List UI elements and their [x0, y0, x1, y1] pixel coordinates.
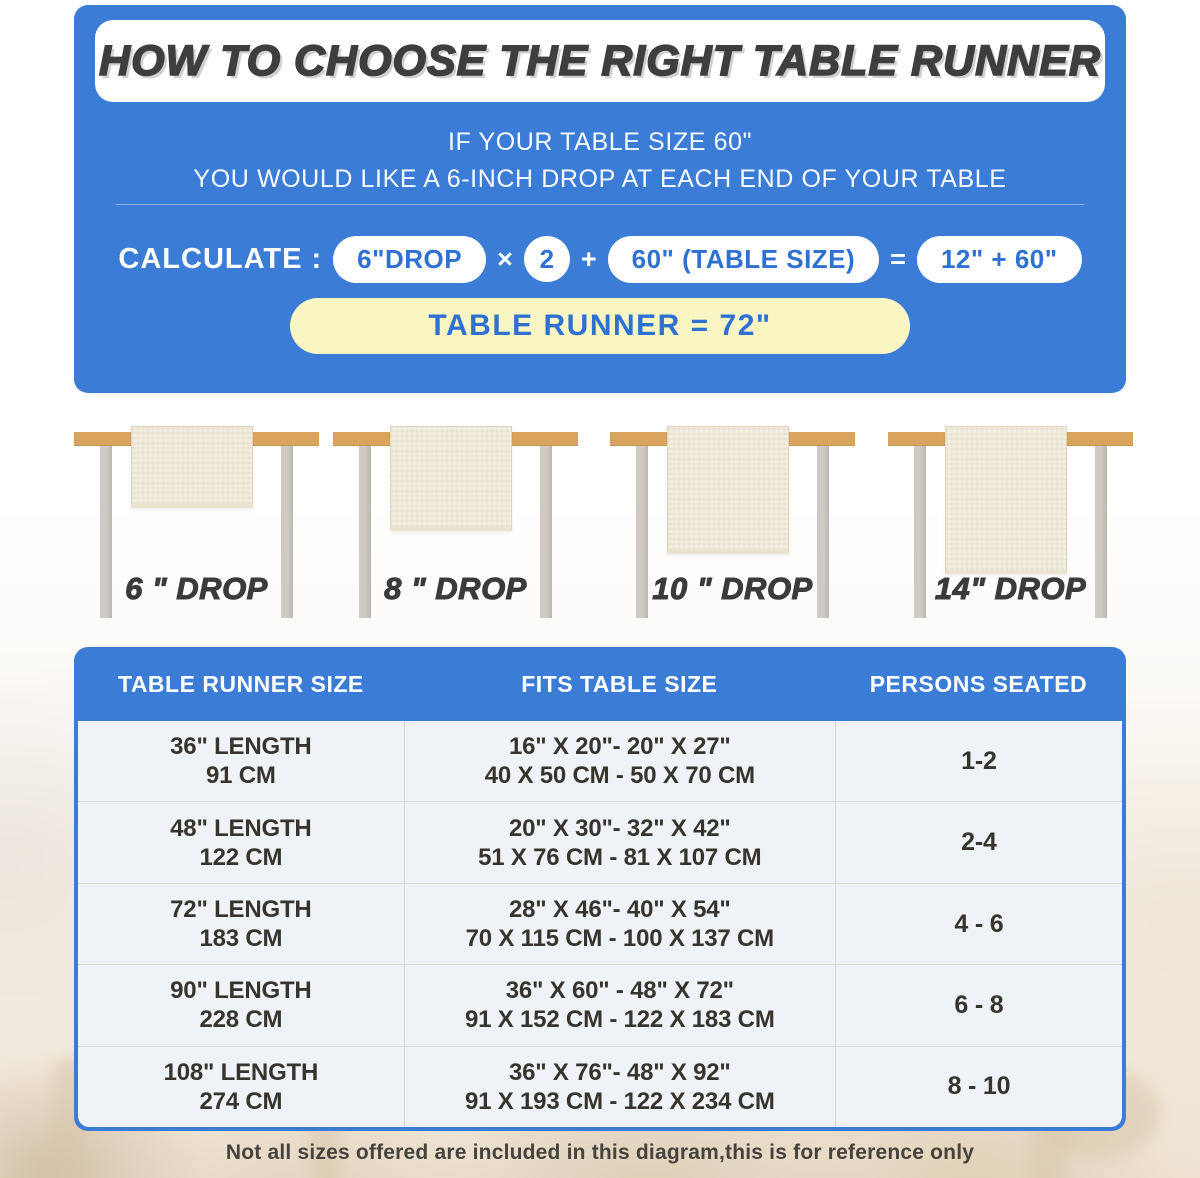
runner-length-cm: 228 CM	[199, 1006, 283, 1034]
multiply-sign: ×	[497, 243, 513, 274]
drop-diagrams: 6 " DROP 8 " DROP 10 " DROP 14" DROP	[0, 393, 1200, 647]
table-diagram-6-inch: 6 " DROP	[74, 393, 319, 647]
fits-table-size-cell: 16" X 20"- 20" X 27" 40 X 50 CM - 50 X 7…	[403, 721, 835, 802]
fits-size-cm: 70 X 115 CM - 100 X 137 CM	[465, 925, 775, 953]
persons-count: 6 - 8	[954, 990, 1004, 1019]
fits-table-size-cell: 36" X 60" - 48" X 72" 91 X 152 CM - 122 …	[403, 965, 835, 1046]
table-leg	[359, 446, 371, 618]
persons-count: 2-4	[961, 828, 997, 857]
equals-sign: =	[890, 243, 906, 274]
table-diagram-14-inch: 14" DROP	[888, 393, 1133, 647]
runner-length-cm: 274 CM	[199, 1087, 283, 1115]
column-header-runner-size: TABLE RUNNER SIZE	[117, 670, 364, 697]
persons-seated-cell: 1-2	[834, 721, 1122, 802]
sum-pill: 12" + 60"	[916, 235, 1082, 283]
header-divider	[116, 204, 1084, 205]
table-leg	[914, 446, 926, 618]
runner-length-inches: 72" LENGTH	[170, 896, 312, 924]
runner-size-cell: 36" LENGTH 91 CM	[78, 721, 404, 801]
runner-length-cm: 91 CM	[206, 762, 276, 790]
table-runner	[390, 426, 512, 531]
runner-size-cell: 108" LENGTH 274 CM	[78, 1047, 404, 1127]
table-runner	[667, 426, 789, 554]
table-diagram-10-inch: 10 " DROP	[610, 393, 855, 647]
fits-size-inches: 36" X 76"- 48" X 92"	[508, 1058, 731, 1086]
page-title: HOW TO CHOOSE THE RIGHT TABLE RUNNER	[98, 36, 1101, 86]
persons-seated-cell: 6 - 8	[834, 965, 1122, 1046]
table-size-pill: 60" (TABLE SIZE)	[607, 235, 880, 283]
fits-size-inches: 16" X 20"- 20" X 27"	[508, 733, 731, 761]
table-leg	[281, 446, 293, 618]
calculate-label: CALCULATE :	[118, 242, 323, 275]
column-header-fits-table-size: FITS TABLE SIZE	[521, 670, 718, 697]
drop-label: 10 " DROP	[652, 571, 813, 607]
runner-length-inches: 36" LENGTH	[170, 733, 312, 761]
table-row: 36" LENGTH 91 CM 16" X 20"- 20" X 27" 40…	[78, 721, 1122, 802]
fits-size-cm: 40 X 50 CM - 50 X 70 CM	[484, 762, 755, 790]
table-leg	[100, 446, 112, 618]
runner-length-cm: 122 CM	[199, 843, 283, 871]
size-chart-panel: TABLE RUNNER SIZE FITS TABLE SIZE PERSON…	[74, 647, 1126, 1131]
persons-count: 4 - 6	[954, 909, 1004, 938]
table-runner	[131, 426, 253, 508]
persons-count: 8 - 10	[947, 1072, 1011, 1101]
multiplier-badge: 2	[523, 236, 570, 282]
fits-table-size-cell: 36" X 76"- 48" X 92" 91 X 193 CM - 122 X…	[403, 1046, 835, 1127]
fits-size-cm: 51 X 76 CM - 81 X 107 CM	[478, 843, 762, 871]
drop-label: 14" DROP	[934, 571, 1087, 607]
runner-size-cell: 90" LENGTH 228 CM	[78, 965, 404, 1045]
drop-value-pill: 6"DROP	[333, 235, 487, 283]
result-banner: TABLE RUNNER = 72"	[290, 298, 910, 354]
persons-seated-cell: 2-4	[834, 802, 1122, 883]
runner-size-cell: 48" LENGTH 122 CM	[78, 802, 404, 882]
runner-length-inches: 108" LENGTH	[163, 1058, 319, 1086]
table-diagram-8-inch: 8 " DROP	[333, 393, 578, 647]
persons-count: 1-2	[961, 746, 997, 775]
column-header-persons-seated: PERSONS SEATED	[869, 670, 1088, 697]
fits-size-inches: 36" X 60" - 48" X 72"	[505, 977, 734, 1005]
persons-seated-cell: 4 - 6	[834, 883, 1122, 965]
fits-size-cm: 91 X 193 CM - 122 X 234 CM	[464, 1087, 775, 1115]
title-card: HOW TO CHOOSE THE RIGHT TABLE RUNNER	[95, 20, 1105, 102]
fits-table-size-cell: 28" X 46"- 40" X 54" 70 X 115 CM - 100 X…	[403, 883, 835, 965]
table-leg	[540, 446, 552, 618]
drop-label: 8 " DROP	[384, 571, 527, 607]
plus-sign: +	[580, 243, 597, 274]
subtitle-line-2: YOU WOULD LIKE A 6-INCH DROP AT EACH END…	[193, 165, 1007, 193]
runner-length-inches: 90" LENGTH	[170, 977, 312, 1005]
table-runner	[945, 426, 1067, 574]
fits-size-cm: 91 X 152 CM - 122 X 183 CM	[464, 1006, 775, 1034]
table-row: 48" LENGTH 122 CM 20" X 30"- 32" X 42" 5…	[78, 801, 1122, 883]
size-chart-body: 36" LENGTH 91 CM 16" X 20"- 20" X 27" 40…	[78, 721, 1122, 1127]
table-row: 108" LENGTH 274 CM 36" X 76"- 48" X 92" …	[78, 1045, 1122, 1127]
fits-table-size-cell: 20" X 30"- 32" X 42" 51 X 76 CM - 81 X 1…	[403, 802, 835, 883]
fits-size-inches: 20" X 30"- 32" X 42"	[508, 814, 731, 842]
persons-seated-cell: 8 - 10	[834, 1046, 1122, 1127]
table-row: 72" LENGTH 183 CM 28" X 46"- 40" X 54" 7…	[78, 882, 1122, 965]
size-chart-header: TABLE RUNNER SIZE FITS TABLE SIZE PERSON…	[78, 647, 1122, 721]
table-row: 90" LENGTH 228 CM 36" X 60" - 48" X 72" …	[78, 964, 1122, 1046]
header-panel: HOW TO CHOOSE THE RIGHT TABLE RUNNER IF …	[74, 5, 1126, 393]
table-leg	[817, 446, 829, 618]
calculation-formula-row: CALCULATE : 6"DROP × 2 + 60" (TABLE SIZE…	[74, 235, 1126, 283]
runner-length-cm: 183 CM	[199, 925, 283, 953]
fits-size-inches: 28" X 46"- 40" X 54"	[508, 896, 731, 924]
runner-size-cell: 72" LENGTH 183 CM	[78, 884, 404, 964]
drop-label: 6 " DROP	[125, 571, 268, 607]
table-leg	[636, 446, 648, 618]
footer-note: Not all sizes offered are included in th…	[225, 1141, 975, 1164]
runner-length-inches: 48" LENGTH	[170, 814, 312, 842]
table-leg	[1095, 446, 1107, 618]
subtitle-line-1: IF YOUR TABLE SIZE 60"	[447, 128, 753, 156]
